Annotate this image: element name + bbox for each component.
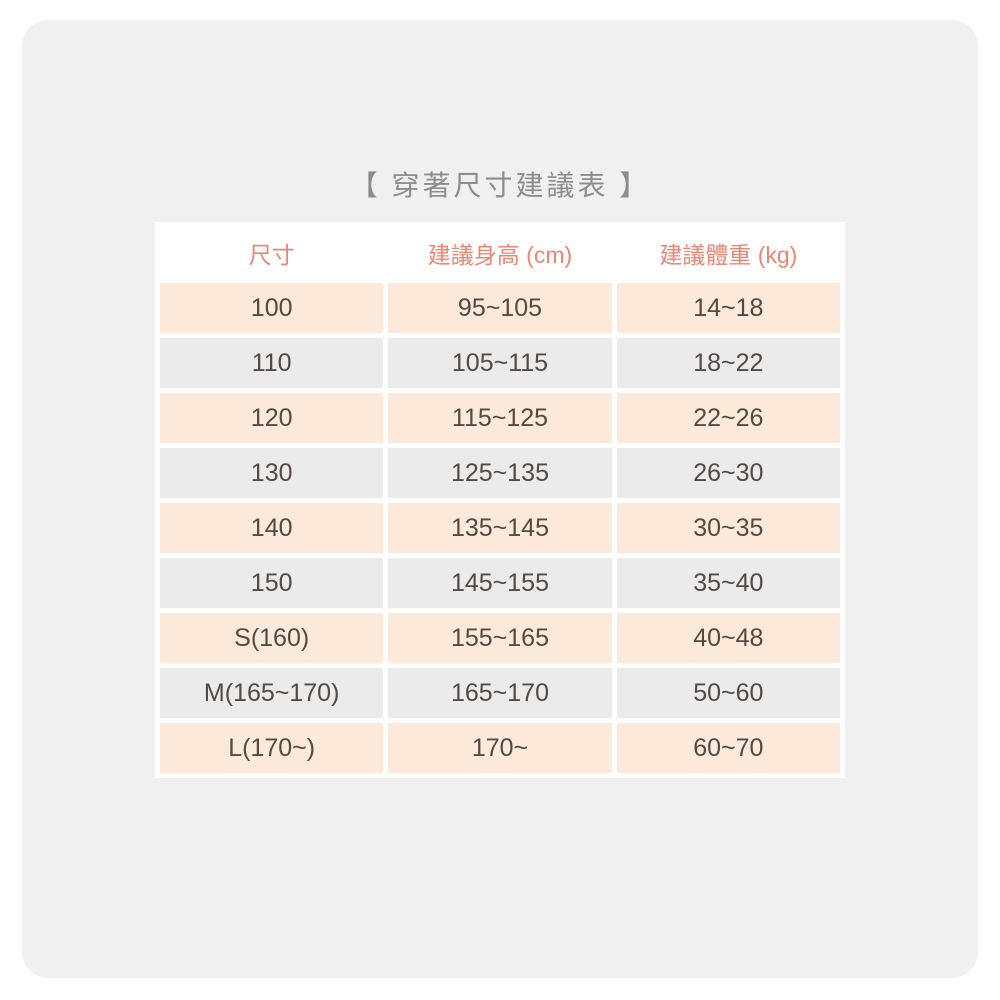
- table-cell: 110: [160, 338, 384, 388]
- header-row: 尺寸 建議身高 (cm) 建議體重 (kg): [160, 227, 840, 278]
- table-cell: 165~170: [388, 668, 612, 718]
- table-row: S(160) 155~165 40~48: [160, 613, 840, 663]
- table-cell: 145~155: [388, 558, 612, 608]
- table-cell: S(160): [160, 613, 384, 663]
- size-table: 尺寸 建議身高 (cm) 建議體重 (kg) 100 95~105 14~18 110…: [155, 222, 845, 778]
- table-cell: 125~135: [388, 448, 612, 498]
- table-body: 100 95~105 14~18 110 105~115 18~22 120 115~125 2…: [160, 283, 840, 773]
- table-cell: 150: [160, 558, 384, 608]
- table-row: 150 145~155 35~40: [160, 558, 840, 608]
- table-row: M(165~170) 165~170 50~60: [160, 668, 840, 718]
- table-row: 140 135~145 30~35: [160, 503, 840, 553]
- table-cell: 95~105: [388, 283, 612, 333]
- table-cell: 140: [160, 503, 384, 553]
- table-cell: 14~18: [616, 283, 840, 333]
- table-cell: 22~26: [616, 393, 840, 443]
- table-cell: 100: [160, 283, 384, 333]
- table-cell: 135~145: [388, 503, 612, 553]
- table-cell: 50~60: [616, 668, 840, 718]
- table-cell: 35~40: [616, 558, 840, 608]
- table-cell: 130: [160, 448, 384, 498]
- size-chart-card: 【 穿著尺寸建議表 】 尺寸 建議身高 (cm) 建議體重 (kg) 100 95…: [22, 20, 978, 978]
- table-cell: 115~125: [388, 393, 612, 443]
- table-row: L(170~) 170~ 60~70: [160, 723, 840, 773]
- table-cell: 105~115: [388, 338, 612, 388]
- header-size: 尺寸: [160, 227, 384, 278]
- table-header: 尺寸 建議身高 (cm) 建議體重 (kg): [160, 227, 840, 278]
- table-cell: 30~35: [616, 503, 840, 553]
- header-height: 建議身高 (cm): [388, 227, 612, 278]
- page-title: 【 穿著尺寸建議表 】: [349, 170, 651, 201]
- table-cell: L(170~): [160, 723, 384, 773]
- table-row: 100 95~105 14~18: [160, 283, 840, 333]
- table-cell: 155~165: [388, 613, 612, 663]
- table-cell: M(165~170): [160, 668, 384, 718]
- table-cell: 170~: [388, 723, 612, 773]
- table-row: 110 105~115 18~22: [160, 338, 840, 388]
- table-row: 130 125~135 26~30: [160, 448, 840, 498]
- table-cell: 18~22: [616, 338, 840, 388]
- header-weight: 建議體重 (kg): [616, 227, 840, 278]
- table-cell: 60~70: [616, 723, 840, 773]
- table-cell: 26~30: [616, 448, 840, 498]
- table-cell: 40~48: [616, 613, 840, 663]
- table-cell: 120: [160, 393, 384, 443]
- table-row: 120 115~125 22~26: [160, 393, 840, 443]
